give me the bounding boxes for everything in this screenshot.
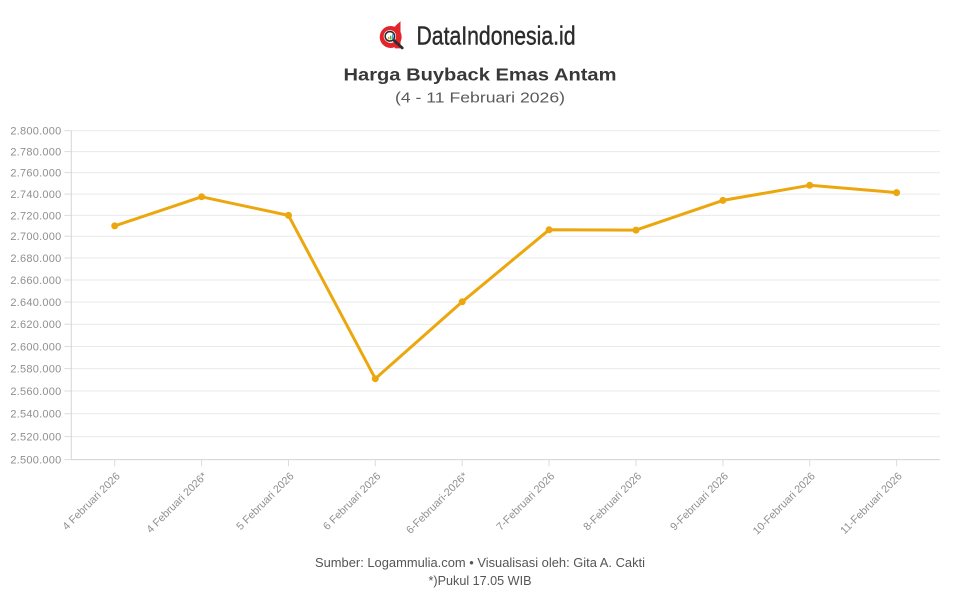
- svg-text:2.560.000: 2.560.000: [10, 386, 61, 398]
- svg-text:2.780.000: 2.780.000: [10, 147, 61, 159]
- svg-text:6 Februari 2026: 6 Februari 2026: [321, 470, 383, 532]
- svg-text:4 Februari 2026: 4 Februari 2026: [60, 470, 122, 532]
- svg-text:2.540.000: 2.540.000: [10, 409, 61, 421]
- svg-text:6-Februari-2026*: 6-Februari-2026*: [404, 470, 471, 537]
- svg-text:2.500.000: 2.500.000: [10, 455, 61, 467]
- svg-text:4 Februari 2026*: 4 Februari 2026*: [144, 470, 210, 536]
- svg-text:2.620.000: 2.620.000: [10, 319, 61, 331]
- svg-text:2.660.000: 2.660.000: [10, 275, 61, 287]
- svg-text:2.520.000: 2.520.000: [10, 432, 61, 444]
- svg-text:2.600.000: 2.600.000: [10, 341, 61, 353]
- svg-text:2.640.000: 2.640.000: [10, 297, 61, 309]
- svg-text:Sumber: Logammulia.com • Visua: Sumber: Logammulia.com • Visualisasi ole…: [315, 556, 645, 570]
- svg-text:8-Februari 2026: 8-Februari 2026: [581, 470, 644, 533]
- svg-text:Harga Buyback Emas Antam: Harga Buyback Emas Antam: [344, 65, 617, 85]
- svg-text:10-Februari 2026: 10-Februari 2026: [751, 470, 818, 537]
- svg-text:DataIndonesia.id: DataIndonesia.id: [417, 20, 576, 50]
- svg-text:*)Pukul 17.05 WIB: *)Pukul 17.05 WIB: [429, 574, 532, 588]
- svg-text:2.680.000: 2.680.000: [10, 253, 61, 265]
- svg-text:2.720.000: 2.720.000: [10, 210, 61, 222]
- svg-text:(4 - 11 Februari 2026): (4 - 11 Februari 2026): [395, 90, 565, 106]
- svg-text:2.800.000: 2.800.000: [10, 126, 61, 138]
- svg-text:2.740.000: 2.740.000: [10, 189, 61, 201]
- svg-text:2.760.000: 2.760.000: [10, 168, 61, 180]
- svg-text:5 Februari 2026: 5 Februari 2026: [234, 470, 296, 532]
- svg-text:7-Februari 2026: 7-Februari 2026: [494, 470, 557, 533]
- svg-text:11-Februari 2026: 11-Februari 2026: [838, 470, 904, 536]
- svg-text:9-Februari 2026: 9-Februari 2026: [668, 470, 731, 533]
- svg-text:2.580.000: 2.580.000: [10, 364, 61, 376]
- svg-text:2.700.000: 2.700.000: [10, 231, 61, 243]
